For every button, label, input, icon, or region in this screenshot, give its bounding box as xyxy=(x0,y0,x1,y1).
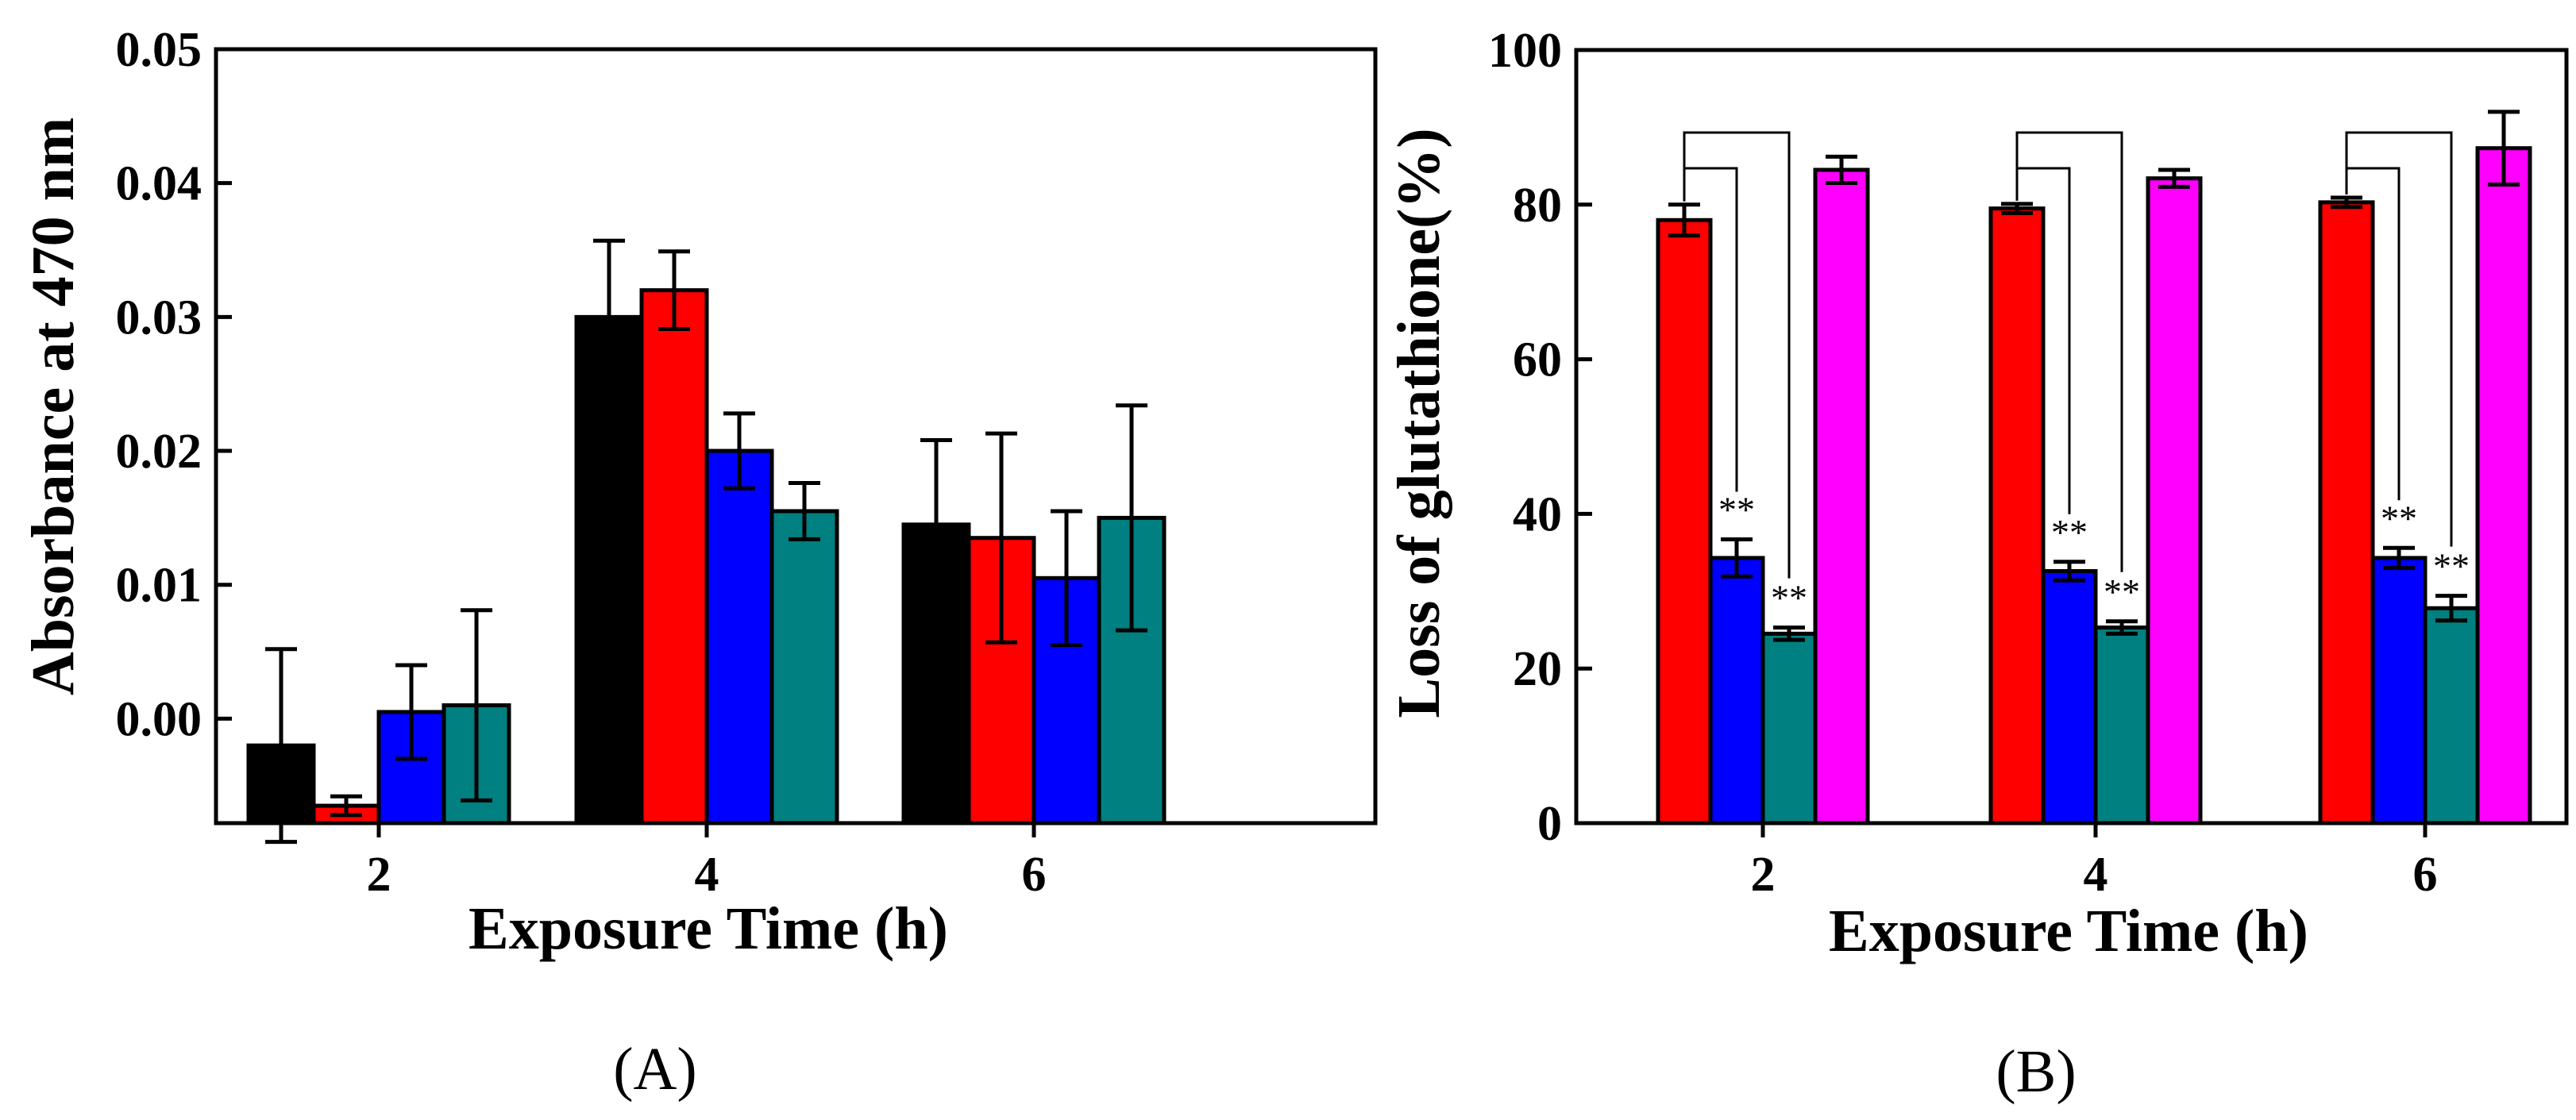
chart-b-ytick-label-3: 60 xyxy=(1513,333,1562,387)
chart-b-bar-teal-4 xyxy=(2093,625,2150,826)
chart-panel-b: Loss of glutathione(%) Exposure Time (h)… xyxy=(1386,24,2569,1105)
chart-b-ytick-label-5: 100 xyxy=(1488,24,1562,78)
chart-b-significance-teal-4: ** xyxy=(2104,572,2140,612)
chart-a-bar-blue-4 xyxy=(704,448,774,826)
chart-b-bar-blue-6 xyxy=(2370,556,2428,826)
chart-a-ytick-label-4: 0.04 xyxy=(116,157,202,211)
chart-b-bar-teal-2 xyxy=(1760,631,1818,826)
chart-b-significance-teal-6: ** xyxy=(2433,546,2470,587)
chart-b-significance-blue-4: ** xyxy=(2051,512,2088,552)
chart-b-plot-frame xyxy=(1574,48,2569,826)
chart-b-ytick-label-2: 40 xyxy=(1513,487,1562,541)
chart-b-bracket-teal-4 xyxy=(2015,131,2123,572)
chart-a-xtick-label-6: 6 xyxy=(1022,848,1047,902)
chart-b-xtick-label-2: 2 xyxy=(1751,848,1776,902)
chart-b-bar-magenta-2 xyxy=(1813,167,1870,826)
chart-a-xlabel: Exposure Time (h) xyxy=(469,895,948,962)
chart-b-caption: (B) xyxy=(1996,1038,2076,1105)
chart-a-ytick-label-5: 0.05 xyxy=(116,23,202,77)
chart-a-caption: (A) xyxy=(613,1036,697,1103)
chart-b-bracket-blue-4 xyxy=(2017,167,2071,514)
chart-b-bracket-teal-2 xyxy=(1683,131,1791,579)
chart-b-significance-blue-2: ** xyxy=(1718,490,1755,530)
chart-a-bar-red-4 xyxy=(639,288,709,826)
chart-b-ylabel: Loss of glutathione(%) xyxy=(1386,128,1452,718)
chart-b-bar-blue-2 xyxy=(1708,556,1765,826)
chart-b-bar-red-2 xyxy=(1656,217,1713,826)
chart-b-bracket-blue-2 xyxy=(1684,167,1738,492)
chart-b-bracket-teal-6 xyxy=(2345,131,2453,547)
chart-b-significance-blue-6: ** xyxy=(2381,498,2417,538)
chart-panel-a: Absorbance at 470 nm Exposure Time (h) (… xyxy=(20,23,1378,1103)
chart-a-plot-frame xyxy=(214,47,1378,826)
chart-a-bar-teal-4 xyxy=(769,509,839,826)
chart-b-xlabel: Exposure Time (h) xyxy=(1829,898,2308,964)
chart-b-bar-blue-4 xyxy=(2041,568,2098,826)
chart-a-ytick-label-2: 0.02 xyxy=(116,425,202,479)
chart-b-ytick-label-1: 20 xyxy=(1513,642,1562,696)
chart-a-xtick-label-4: 4 xyxy=(695,848,719,902)
chart-b-bar-magenta-4 xyxy=(2146,176,2203,826)
chart-b-ytick-label-4: 80 xyxy=(1513,179,1562,233)
chart-b-xtick-label-6: 6 xyxy=(2413,848,2438,902)
chart-a-ytick-label-1: 0.01 xyxy=(116,559,202,613)
chart-a-ytick-label-3: 0.03 xyxy=(116,291,202,344)
chart-b-bar-magenta-6 xyxy=(2475,146,2532,826)
chart-a-ytick-label-0: 0.00 xyxy=(116,692,202,746)
chart-a-ylabel: Absorbance at 470 nm xyxy=(20,117,87,695)
chart-b-xtick-label-4: 4 xyxy=(2084,848,2108,902)
chart-b-ytick-label-0: 0 xyxy=(1537,797,1562,851)
chart-b-bar-teal-6 xyxy=(2423,606,2480,826)
chart-b-bar-red-6 xyxy=(2318,200,2375,826)
chart-b-significance-teal-2: ** xyxy=(1771,578,1807,618)
chart-a-xtick-label-2: 2 xyxy=(367,848,391,902)
chart-b-bracket-blue-6 xyxy=(2347,167,2401,501)
chart-b-bar-red-4 xyxy=(1988,206,2046,826)
